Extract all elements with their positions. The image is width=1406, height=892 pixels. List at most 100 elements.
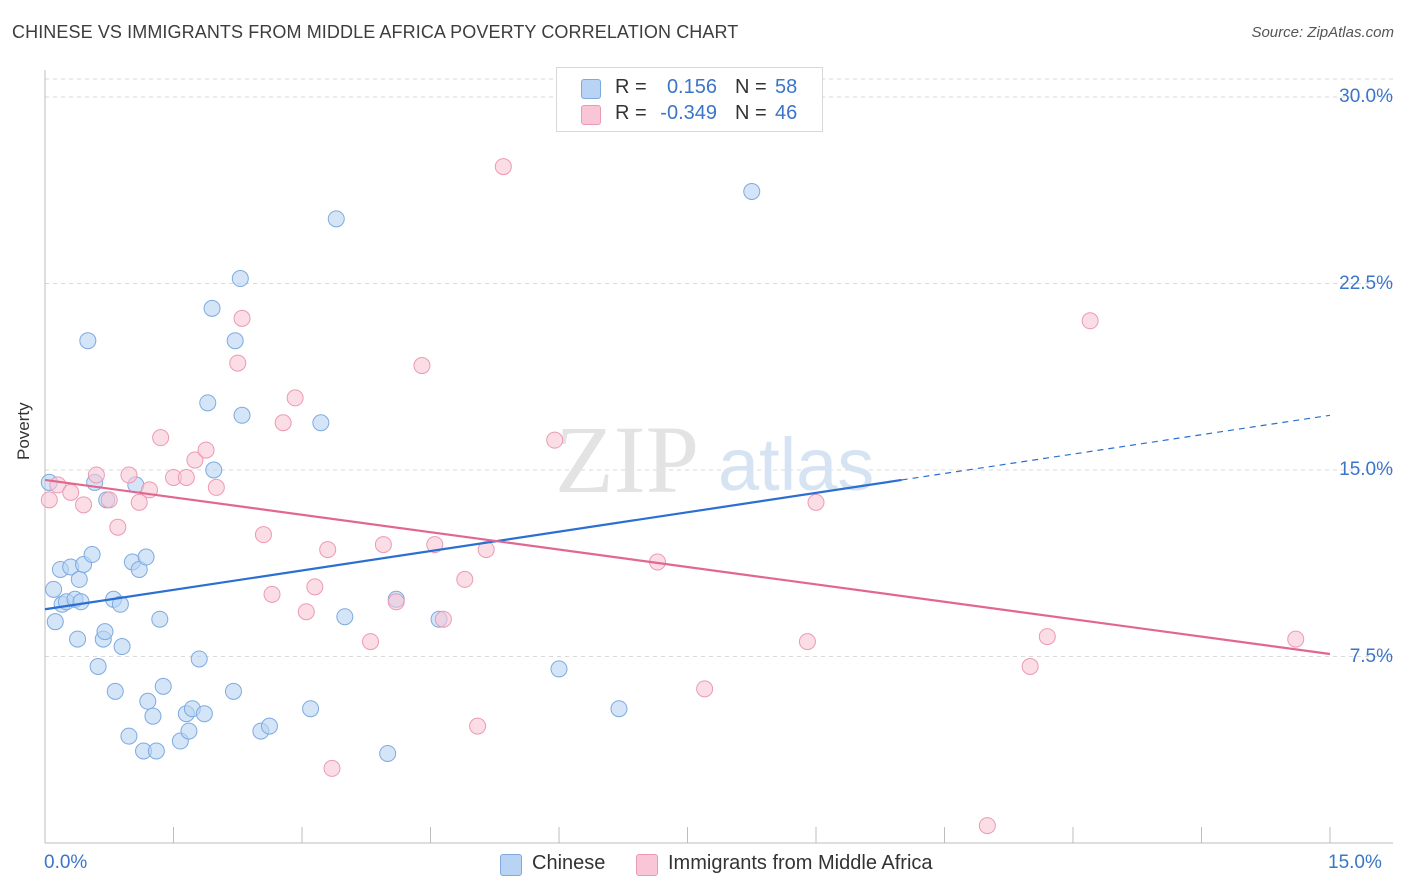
data-point <box>274 414 292 432</box>
data-point <box>413 357 431 375</box>
data-point <box>362 633 380 651</box>
data-point <box>1038 628 1056 646</box>
data-point <box>180 722 198 740</box>
legend-swatch-blue <box>500 854 522 876</box>
data-point <box>190 650 208 668</box>
y-tick-label: 22.5% <box>1339 272 1393 294</box>
axes <box>44 70 1393 844</box>
data-point <box>75 496 93 514</box>
data-point <box>263 585 281 603</box>
data-point <box>177 468 195 486</box>
data-point <box>151 610 169 628</box>
data-point <box>147 742 165 760</box>
data-point <box>100 491 118 509</box>
legend-r-value: -0.349 <box>660 102 717 124</box>
legend-r-label: R = <box>615 76 647 98</box>
data-point <box>186 451 204 469</box>
data-point <box>40 491 58 509</box>
data-point <box>546 431 564 449</box>
data-point <box>111 595 129 613</box>
data-point <box>231 270 249 288</box>
data-point <box>286 389 304 407</box>
data-point <box>96 623 114 641</box>
legend-label-middle-africa: Immigrants from Middle Africa <box>668 852 933 874</box>
data-point <box>1287 630 1305 648</box>
data-point <box>387 593 405 611</box>
data-point <box>120 727 138 745</box>
data-point <box>456 570 474 588</box>
data-point <box>106 682 124 700</box>
series-legend: Chinese Immigrants from Middle Africa <box>0 851 1406 879</box>
data-point <box>233 406 251 424</box>
data-point <box>494 158 512 176</box>
trend-line <box>44 478 902 611</box>
data-point <box>205 461 223 479</box>
data-point <box>154 677 172 695</box>
data-point <box>1021 657 1039 675</box>
y-axis-label: Poverty <box>14 402 33 460</box>
gridlines <box>45 78 1393 657</box>
data-point <box>197 441 215 459</box>
data-point <box>550 660 568 678</box>
source-note: Source: ZipAtlas.com <box>1251 24 1394 41</box>
x-tick-label-min: 0.0% <box>44 852 88 873</box>
data-point <box>89 657 107 675</box>
data-point <box>696 680 714 698</box>
data-point <box>426 536 444 554</box>
chart-title: CHINESE VS IMMIGRANTS FROM MIDDLE AFRICA… <box>12 22 739 42</box>
data-point <box>207 478 225 496</box>
legend-n-label: N = <box>735 76 767 98</box>
x-tick-label-max: 15.0% <box>1328 852 1382 873</box>
data-point <box>83 546 101 564</box>
data-point <box>144 707 162 725</box>
data-point <box>203 299 221 317</box>
data-point <box>379 744 397 762</box>
data-point <box>152 429 170 447</box>
data-point <box>327 210 345 228</box>
data-point <box>120 466 138 484</box>
legend-swatch-blue <box>581 79 601 99</box>
y-tick-label: 15.0% <box>1339 459 1393 480</box>
data-point <box>323 759 341 777</box>
data-point <box>224 682 242 700</box>
data-point <box>72 593 90 611</box>
data-point <box>113 638 131 656</box>
data-point <box>260 717 278 735</box>
data-point <box>229 354 247 372</box>
data-point <box>233 309 251 327</box>
data-point <box>743 182 761 200</box>
legend-n-value: 58 <box>775 76 798 98</box>
data-point <box>46 613 64 631</box>
data-point <box>336 608 354 626</box>
data-point <box>199 394 217 412</box>
watermark-zip: ZIP <box>555 406 699 513</box>
data-point <box>226 332 244 350</box>
correlation-legend: R = 0.156 N = 58 R = -0.349 N = 46 <box>556 67 823 132</box>
legend-row-middle-africa: R = -0.349 N = 46 <box>557 102 822 128</box>
y-tick-label: 30.0% <box>1339 86 1393 107</box>
data-point <box>137 548 155 566</box>
data-point <box>87 466 105 484</box>
data-point <box>374 536 392 554</box>
data-point <box>45 580 63 598</box>
trend-line <box>44 478 1331 656</box>
data-point <box>469 717 487 735</box>
trend-lines <box>44 414 1331 656</box>
data-point <box>302 700 320 718</box>
data-point <box>254 526 272 544</box>
watermark-atlas: atlas <box>718 423 874 506</box>
legend-swatch-pink <box>581 105 601 125</box>
data-point <box>70 570 88 588</box>
data-point <box>319 541 337 559</box>
legend-row-chinese: R = 0.156 N = 58 <box>557 76 822 102</box>
data-point <box>69 630 87 648</box>
data-point <box>109 518 127 536</box>
legend-n-label: N = <box>735 102 767 124</box>
legend-n-value: 46 <box>775 102 798 124</box>
data-point <box>139 692 157 710</box>
legend-swatch-pink <box>636 854 658 876</box>
data-point <box>434 610 452 628</box>
legend-r-value: 0.156 <box>666 76 717 98</box>
data-point <box>306 578 324 596</box>
